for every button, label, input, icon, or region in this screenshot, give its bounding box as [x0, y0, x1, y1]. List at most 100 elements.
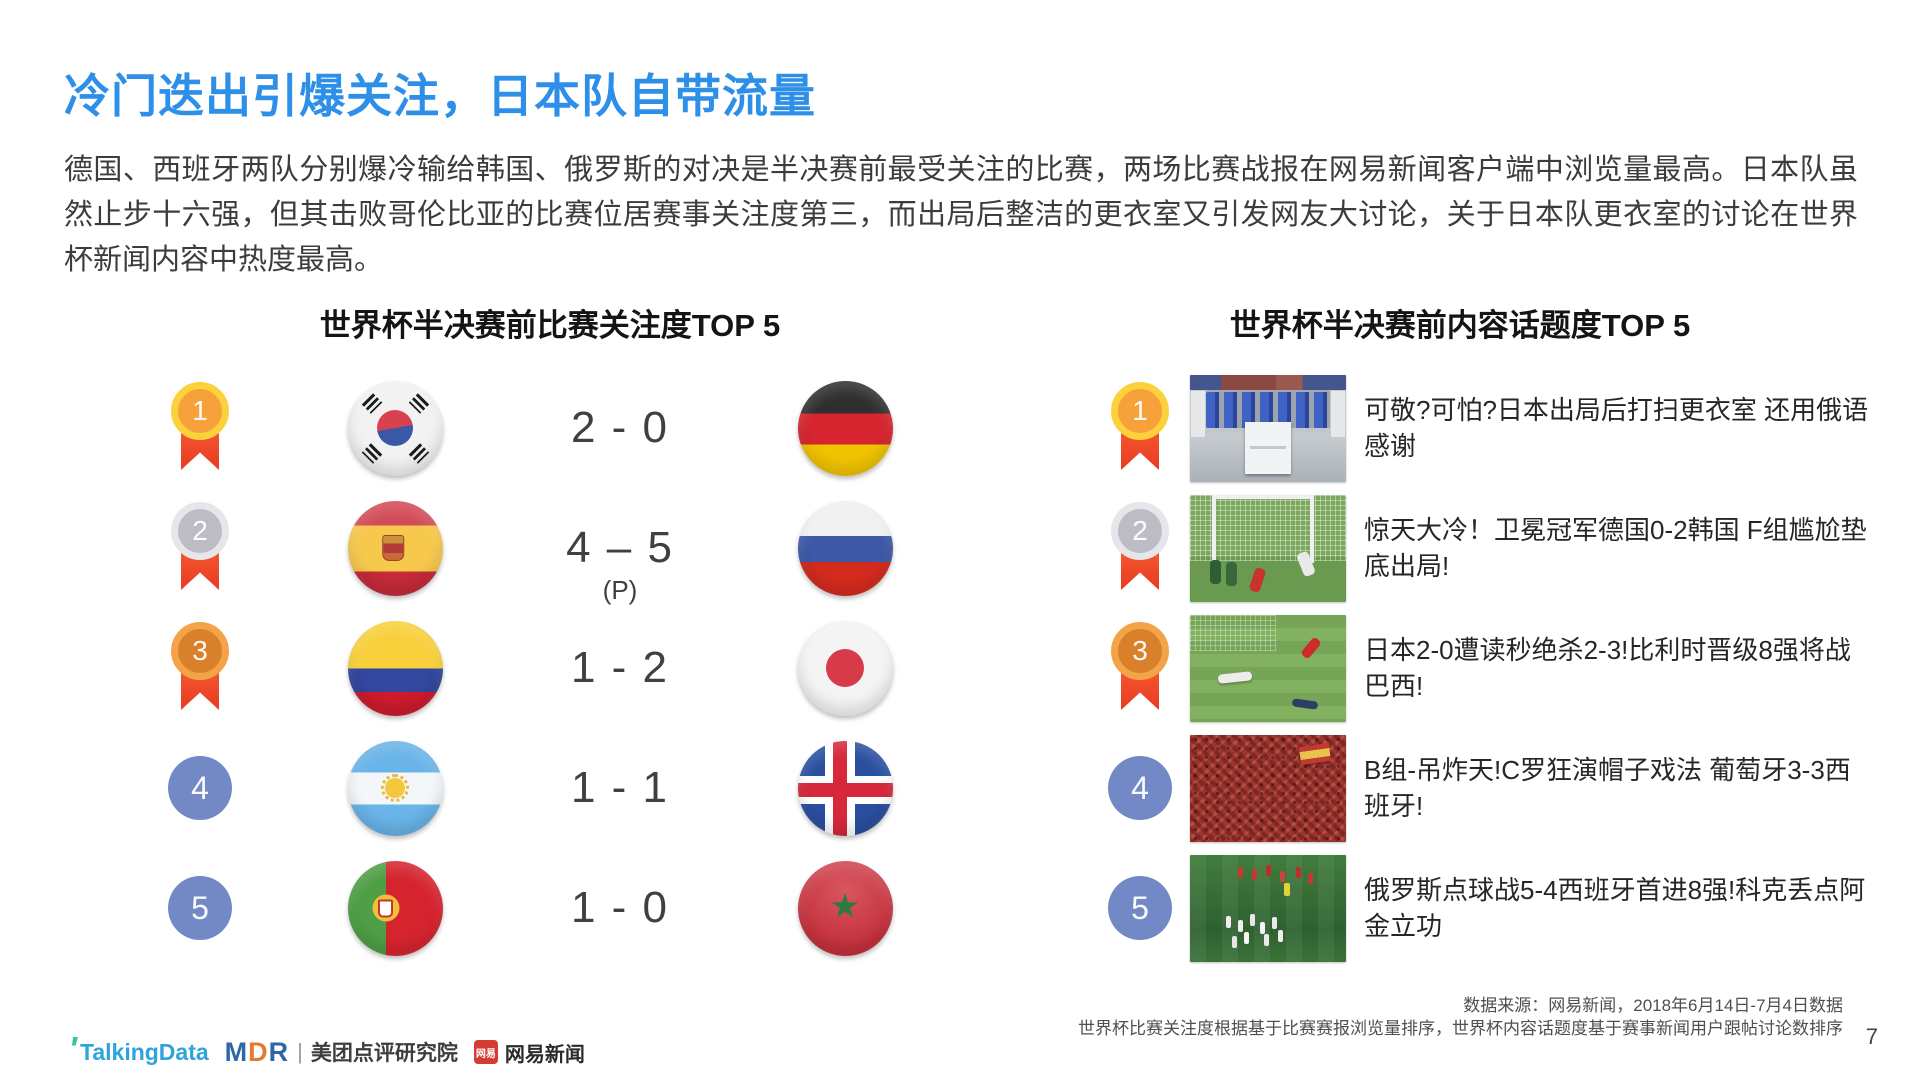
- rank-number: 4: [168, 756, 232, 820]
- referee-figure: [1284, 882, 1290, 896]
- taegeuk-trigram: [361, 392, 382, 414]
- locker-room-photo: [1190, 374, 1346, 482]
- rank-circle-icon: 5: [165, 876, 235, 940]
- rank-number: 3: [1111, 622, 1169, 680]
- mdr-meituan-logo: MDR | 美团点评研究院: [225, 1037, 458, 1068]
- score-cell: 1 - 1: [530, 763, 710, 813]
- russia-celebration-photo: [1190, 854, 1346, 962]
- netease-news-logo: 网易 网易新闻: [473, 1038, 585, 1067]
- news-headline: B组-吊炸天!C罗狂演帽子戏法 葡萄牙3-3西班牙!: [1364, 755, 1851, 821]
- page-title: 冷门迭出引爆关注，日本队自带流量: [64, 70, 816, 122]
- player-figure: [1300, 635, 1322, 660]
- news-headline: 俄罗斯点球战5-4西班牙首进8强!科克丢点阿金立功: [1364, 875, 1866, 941]
- silver-medal-icon: 2: [165, 502, 235, 594]
- taegeuk-circle: [377, 410, 413, 446]
- talkingdata-logo: TalkingData: [72, 1036, 209, 1066]
- rank-number: 1: [1111, 382, 1169, 440]
- footer-logos: TalkingData MDR | 美团点评研究院 网易 网易新闻: [72, 1036, 585, 1068]
- japan-belgium-match-photo: [1190, 614, 1346, 722]
- locker-cabinet: [1330, 389, 1346, 438]
- match-row-4: 4 1 - 1: [140, 728, 980, 848]
- match-row-2: 2 4 – 5 (P): [140, 488, 980, 608]
- match-ranking-list: 1 2 - 0 2 4 – 5 (P) 3 1 - 2: [140, 368, 980, 968]
- source-note-line1: 数据来源：网易新闻，2018年6月14日-7月4日数据: [1463, 996, 1843, 1015]
- netease-news-label: 网易新闻: [504, 1043, 585, 1066]
- white-team-players: [1226, 915, 1231, 928]
- locker-cabinet: [1190, 389, 1206, 438]
- gold-medal-icon: 1: [1105, 382, 1175, 474]
- meituan-research-label: 美团点评研究院: [310, 1042, 458, 1065]
- intro-paragraph: 德国、西班牙两队分别爆冷输给韩国、俄罗斯的对决是半决赛前最受关注的比赛，两场比赛…: [64, 154, 1858, 276]
- rank-number: 2: [171, 502, 229, 560]
- score-cell: 4 – 5 (P): [530, 523, 710, 605]
- south-korea-flag-icon: [347, 380, 443, 476]
- right-section-title: 世界杯半决赛前内容话题度TOP 5: [1229, 308, 1691, 343]
- score-text: 4 – 5: [566, 523, 674, 572]
- locker-table: [1245, 421, 1291, 474]
- argentina-sun: [381, 774, 409, 802]
- bronze-medal-icon: 3: [1105, 622, 1175, 714]
- data-source-notes: 数据来源：网易新闻，2018年6月14日-7月4日数据 世界杯比赛关注度根据基于…: [1078, 994, 1843, 1040]
- player-figure: [1210, 559, 1221, 584]
- goal-net: [1190, 494, 1346, 561]
- page-number: 7: [1865, 1024, 1878, 1049]
- match-row-3: 3 1 - 2: [140, 608, 980, 728]
- news-topic-list: 1 可敬?可怕?日本出局后打扫更衣室 还用俄语感谢 2 惊天大冷！卫冕冠军德国0…: [1100, 368, 1870, 968]
- taegeuk-trigram: [361, 442, 382, 464]
- spain-fans-crowd-photo: [1190, 734, 1346, 842]
- argentina-flag-icon: [347, 740, 443, 836]
- score-cell: 1 - 0: [530, 883, 710, 933]
- portugal-crest: [372, 894, 399, 922]
- news-row-2: 2 惊天大冷！卫冕冠军德国0-2韩国 F组尴尬垫底出局!: [1100, 488, 1870, 608]
- bronze-medal-icon: 3: [165, 622, 235, 714]
- japan-flag-icon: [797, 620, 893, 716]
- iceland-flag-icon: [797, 740, 893, 836]
- rank-circle-icon: 4: [1105, 756, 1175, 820]
- player-figure: [1291, 697, 1319, 710]
- score-text: 1 - 0: [570, 883, 670, 932]
- gold-medal-icon: 1: [165, 382, 235, 474]
- player-figure: [1217, 670, 1253, 684]
- player-figure: [1248, 566, 1267, 593]
- match-row-5: 5 1 - 0 ★: [140, 848, 980, 968]
- news-headline: 可敬?可怕?日本出局后打扫更衣室 还用俄语感谢: [1364, 395, 1869, 461]
- left-section-title: 世界杯半决赛前比赛关注度TOP 5: [319, 308, 781, 343]
- rank-number: 2: [1111, 502, 1169, 560]
- pitch-stripes: [1190, 854, 1346, 962]
- news-row-1: 1 可敬?可怕?日本出局后打扫更衣室 还用俄语感谢: [1100, 368, 1870, 488]
- mdr-letter-r: R: [268, 1036, 290, 1067]
- portugal-flag-icon: [347, 860, 443, 956]
- rank-circle-icon: 4: [165, 756, 235, 820]
- rank-number: 1: [171, 382, 229, 440]
- source-note-line2: 世界杯比赛关注度根据基于比赛赛报浏览量排序，世界杯内容话题度基于赛事新闻用户跟帖…: [1078, 1019, 1843, 1038]
- spain-crest: [382, 535, 405, 561]
- score-cell: 2 - 0: [530, 403, 710, 453]
- netease-badge-icon: 网易: [473, 1040, 498, 1064]
- news-headline: 惊天大冷！卫冕冠军德国0-2韩国 F组尴尬垫底出局!: [1364, 515, 1867, 581]
- rank-circle-icon: 5: [1105, 876, 1175, 940]
- talkingdata-logo-text: TalkingData: [80, 1038, 209, 1065]
- score-text: 2 - 0: [570, 403, 670, 452]
- match-row-1: 1 2 - 0: [140, 368, 980, 488]
- spain-flag-icon: [347, 500, 443, 596]
- colombia-flag-icon: [347, 620, 443, 716]
- morocco-flag-icon: ★: [797, 860, 893, 956]
- news-row-3: 3 日本2-0遭读秒绝杀2-3!比利时晋级8强将战巴西!: [1100, 608, 1870, 728]
- penalty-note: (P): [602, 575, 638, 605]
- taegeuk-trigram: [408, 392, 429, 414]
- score-cell: 1 - 2: [530, 643, 710, 693]
- japan-sun-disc: [826, 649, 864, 687]
- germany-flag-icon: [797, 380, 893, 476]
- spain-flag-in-crowd: [1298, 742, 1332, 765]
- mdr-letter-m: M: [224, 1036, 249, 1067]
- news-row-4: 4 B组-吊炸天!C罗狂演帽子戏法 葡萄牙3-3西班牙!: [1100, 728, 1870, 848]
- silver-medal-icon: 2: [1105, 502, 1175, 594]
- goal-post: [1212, 494, 1216, 563]
- score-text: 1 - 1: [570, 763, 670, 812]
- goal-net: [1190, 614, 1276, 651]
- talkingdata-tick-icon: [72, 1036, 78, 1046]
- logo-divider: |: [297, 1039, 303, 1064]
- rank-number: 5: [1108, 876, 1172, 940]
- germany-korea-match-photo: [1190, 494, 1346, 602]
- rank-number: 5: [168, 876, 232, 940]
